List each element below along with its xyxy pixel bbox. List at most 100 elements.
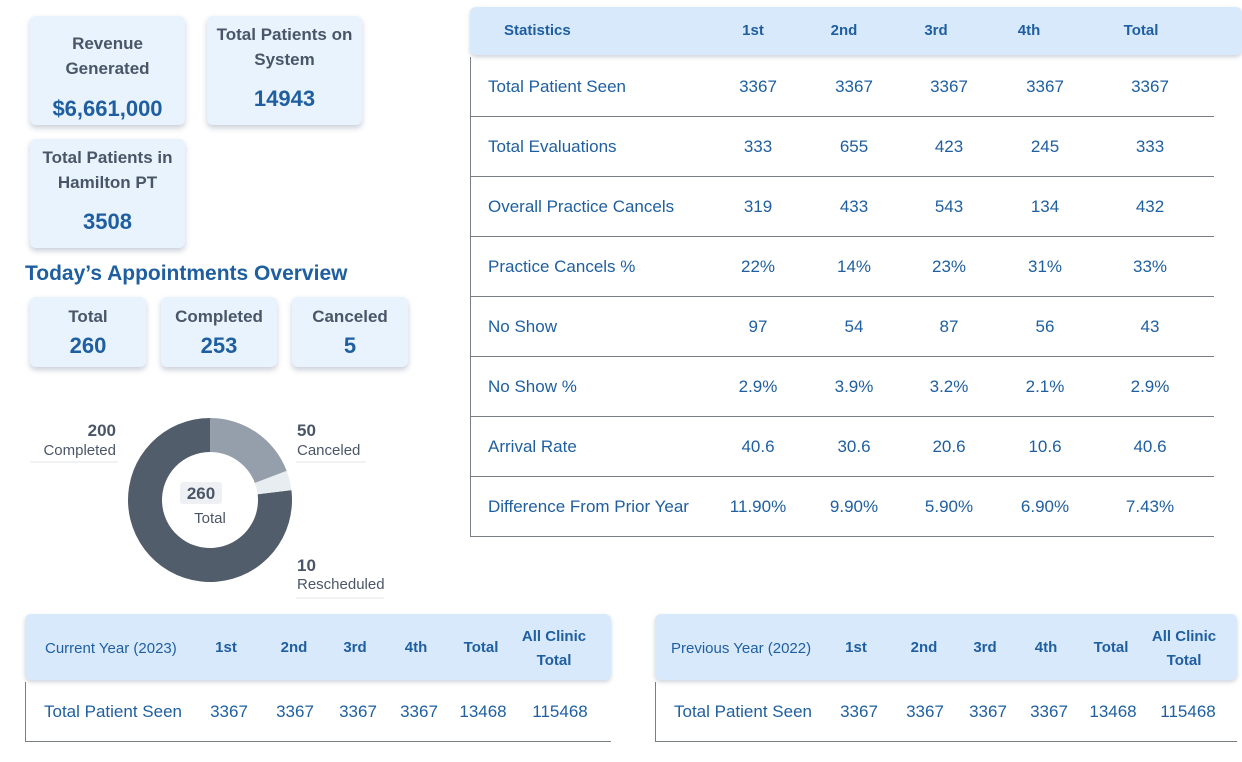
total-patients-hamilton-label: Total Patients in Hamilton PT — [42, 148, 173, 192]
donut-label-value: 200 — [88, 421, 116, 440]
previous-year-header-4th: 4th — [1034, 639, 1058, 656]
appointments-canceled-value: 5 — [343, 333, 357, 358]
current-year-title: Current Year (2023) — [45, 640, 177, 657]
previous-year-title: Previous Year (2022) — [671, 640, 812, 657]
revenue-card: Revenue Generated $6,661,000 — [30, 16, 185, 125]
appointments-completed-label: Completed — [175, 307, 263, 326]
statistics-cell: 543 — [934, 197, 964, 216]
statistics-row: Total Patient Seen 3367 3367 3367 3367 3367 — [471, 57, 1214, 117]
current-year-header-total: Total — [463, 639, 499, 656]
statistics-cell: 10.6 — [1028, 437, 1062, 456]
current-year-row-name: Total Patient Seen — [44, 702, 182, 721]
statistics-cell: 3367 — [835, 77, 873, 96]
statistics-row: No Show 97 54 87 56 43 — [471, 297, 1214, 357]
appointments-total-card: Total 260 — [30, 297, 146, 367]
stats-header-1st: 1st — [742, 22, 764, 39]
statistics-cell: 33% — [1132, 257, 1168, 276]
statistics-cell: 245 — [1030, 137, 1060, 156]
total-patients-system-value: 14943 — [253, 86, 316, 111]
appointments-overview-title: Today’s Appointments Overview — [25, 262, 348, 285]
appointments-completed-card: Completed 253 — [161, 297, 277, 367]
current-year-cell: 3367 — [276, 702, 314, 721]
statistics-cell: 423 — [934, 137, 964, 156]
current-year-cell: 3367 — [339, 702, 377, 721]
previous-year-cell: 3367 — [906, 702, 944, 721]
donut-center-value: 260 — [187, 484, 215, 503]
current-year-header-all-clinic: All Clinic Total — [521, 628, 587, 669]
statistics-cell: 3367 — [930, 77, 968, 96]
statistics-cell: 23% — [931, 257, 967, 276]
statistics-cell: 3.2% — [929, 377, 969, 396]
statistics-cell: 20.6 — [932, 437, 966, 456]
statistics-cell: 54 — [844, 317, 864, 336]
current-year-cell: 13468 — [459, 702, 507, 721]
appointments-donut-chart: 260 Total 200 Completed 50 Canceled 10Reschedu… — [30, 418, 385, 599]
statistics-cell: 7.43% — [1125, 497, 1175, 516]
statistics-cell: 3367 — [739, 77, 777, 96]
previous-year-header: Previous Year (2022) 1st 2nd 3rd 4th Tot… — [655, 614, 1237, 680]
donut-label-value: 10 — [297, 556, 316, 575]
previous-year-header-3rd: 3rd — [973, 639, 997, 656]
statistics-cell: 22% — [740, 257, 776, 276]
statistics-cell: 134 — [1030, 197, 1060, 216]
stats-header-4th: 4th — [1017, 22, 1041, 39]
appointments-canceled-label: Canceled — [312, 307, 388, 326]
statistics-cell: 319 — [743, 197, 773, 216]
current-year-cell: 3367 — [400, 702, 438, 721]
previous-year-cell: 13468 — [1089, 702, 1137, 721]
previous-year-cell: 115468 — [1160, 702, 1216, 721]
statistics-cell: 3.9% — [834, 377, 874, 396]
current-year-header-3rd: 3rd — [343, 639, 367, 656]
statistics-row: Arrival Rate 40.6 30.6 20.6 10.6 40.6 — [471, 417, 1214, 477]
appointments-completed-value: 253 — [200, 333, 238, 358]
revenue-value: $6,661,000 — [52, 96, 163, 121]
previous-year-row: Total Patient Seen 3367 3367 3367 3367 1… — [655, 682, 1237, 742]
statistics-row-label: Arrival Rate — [488, 437, 577, 456]
statistics-row: No Show % 2.9% 3.9% 3.2% 2.1% 2.9% — [471, 357, 1214, 417]
donut-center-label: Total — [194, 510, 226, 527]
statistics-cell: 40.6 — [1133, 437, 1167, 456]
stats-header-statistics: Statistics — [504, 22, 571, 39]
statistics-cell: 56 — [1035, 317, 1055, 336]
statistics-cell: 97 — [748, 317, 768, 336]
statistics-row-label: No Show % — [488, 377, 577, 396]
statistics-cell: 14% — [836, 257, 872, 276]
statistics-table-body: Total Patient Seen 3367 3367 3367 3367 3367 To… — [470, 57, 1214, 537]
donut-slice-rescheduled — [254, 470, 292, 495]
total-patients-system-card: Total Patients on System 14943 — [207, 16, 362, 125]
statistics-row-label: Difference From Prior Year — [488, 497, 689, 516]
appointments-total-label: Total — [68, 307, 108, 326]
statistics-cell: 3367 — [1026, 77, 1064, 96]
previous-year-cell: 3367 — [1030, 702, 1068, 721]
statistics-cell: 87 — [939, 317, 959, 336]
statistics-row-label: Total Evaluations — [488, 137, 617, 156]
current-year-header: Current Year (2023) 1st 2nd 3rd 4th Tota… — [25, 614, 611, 680]
statistics-row: Practice Cancels % 22% 14% 23% 31% 33% — [471, 237, 1214, 297]
appointments-total-value: 260 — [69, 333, 107, 358]
statistics-row: Difference From Prior Year 11.90% 9.90% 5.9… — [471, 477, 1214, 537]
statistics-row-label: No Show — [488, 317, 557, 336]
appointments-canceled-card: Canceled 5 — [292, 297, 408, 367]
statistics-cell: 3367 — [1131, 77, 1169, 96]
statistics-cell: 655 — [839, 137, 869, 156]
current-year-header-2nd: 2nd — [280, 639, 308, 656]
statistics-cell: 30.6 — [837, 437, 871, 456]
statistics-cell: 11.90% — [729, 497, 787, 516]
total-patients-hamilton-value: 3508 — [83, 209, 132, 234]
donut-label-category: Rescheduled — [297, 576, 385, 593]
previous-year-cell: 3367 — [969, 702, 1007, 721]
statistics-row-label: Total Patient Seen — [488, 77, 626, 96]
statistics-row-label: Practice Cancels % — [488, 257, 636, 276]
donut-label-category: Completed — [43, 442, 116, 459]
statistics-row-label: Overall Practice Cancels — [488, 197, 675, 216]
statistics-row: Total Evaluations 333 655 423 245 333 — [471, 117, 1214, 177]
statistics-cell: 5.90% — [924, 497, 974, 516]
total-patients-hamilton-card: Total Patients in Hamilton PT 3508 — [30, 139, 185, 248]
statistics-cell: 432 — [1135, 197, 1165, 216]
statistics-cell: 43 — [1140, 317, 1160, 336]
donut-label-category: Canceled — [297, 442, 360, 459]
donut-label-value: 50 — [297, 421, 316, 440]
statistics-cell: 433 — [839, 197, 869, 216]
stats-header-3rd: 3rd — [924, 22, 948, 39]
statistics-table-header: Statistics 1st 2nd 3rd 4th Total — [470, 7, 1242, 55]
